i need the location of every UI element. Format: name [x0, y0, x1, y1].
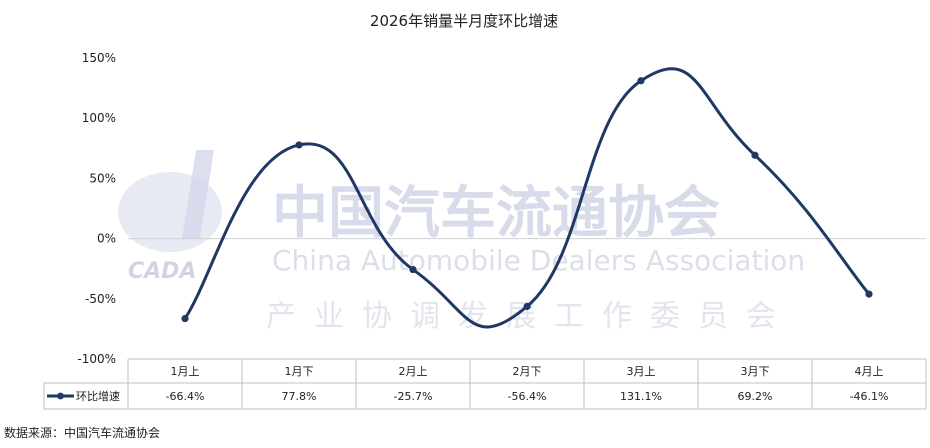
y-tick-label: 0%: [97, 232, 116, 246]
x-tick-label: 4月上: [855, 365, 884, 378]
source-note: 数据来源：中国汽车流通协会: [4, 425, 160, 440]
data-label: -66.4%: [166, 390, 205, 403]
legend-marker-icon: [57, 392, 64, 400]
cada-logo-icon: CADA: [118, 150, 222, 284]
watermark-subtitle-cn: 产业协调发展工作委员会: [266, 299, 794, 334]
data-point-1月下: [295, 141, 303, 149]
watermark-logo-text: CADA: [128, 259, 196, 284]
y-tick-label: 50%: [89, 171, 116, 185]
data-point-4月上: [865, 290, 873, 298]
x-tick-label: 2月上: [399, 365, 428, 378]
y-tick-label: -100%: [77, 352, 116, 366]
legend-label: 环比增速: [76, 389, 120, 403]
x-tick-label: 1月上: [171, 365, 200, 378]
watermark-org-en: China Automobile Dealers Association: [272, 244, 805, 277]
x-tick-label: 3月上: [627, 365, 656, 378]
data-point-1月上: [181, 314, 189, 323]
y-tick-label: 150%: [82, 51, 116, 65]
x-tick-label: 2月下: [513, 365, 542, 378]
x-tick-label: 3月下: [741, 365, 770, 378]
data-point-2月下: [523, 302, 531, 311]
data-label: 69.2%: [738, 390, 773, 403]
data-label: 77.8%: [282, 390, 317, 403]
data-label: -46.1%: [850, 390, 889, 403]
y-tick-label: -50%: [85, 292, 116, 306]
data-point-3月下: [751, 151, 759, 159]
series-layer: [181, 67, 873, 329]
data-label: 131.1%: [620, 390, 662, 403]
data-label: -56.4%: [508, 390, 547, 403]
watermark-org-cn: 中国汽车流通协会: [272, 181, 720, 246]
data-label: -25.7%: [394, 390, 433, 403]
x-tick-label: 1月下: [285, 365, 314, 378]
y-tick-label: 100%: [82, 111, 116, 125]
y-axis: 150% 100% 50% 0% -50% -100%: [77, 51, 116, 366]
watermark: CADA 中国汽车流通协会 China Automobile Dealers A…: [118, 150, 805, 334]
data-point-3月上: [637, 77, 645, 85]
data-table: 1月上 -66.4% 1月下 77.8% 2月上 -25.7% 2月下 -56.4% 3月上 13…: [43, 358, 927, 410]
chart-title: 2026年销量半月度环比增速: [370, 12, 558, 30]
data-point-2月上: [409, 265, 417, 274]
